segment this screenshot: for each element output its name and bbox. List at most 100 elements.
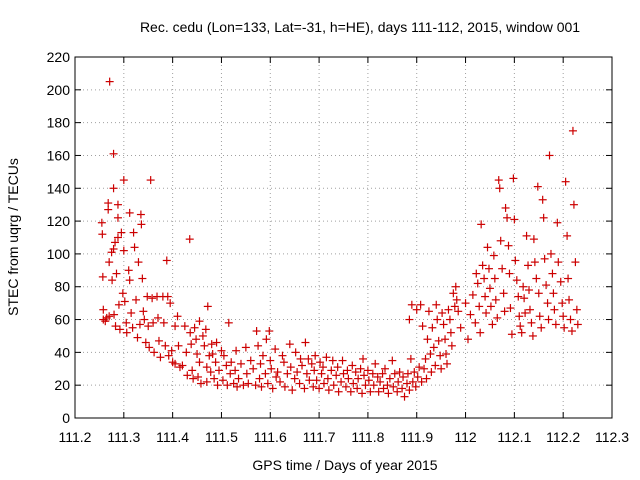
data-point: [343, 366, 352, 375]
data-point: [437, 364, 446, 373]
data-point: [138, 274, 147, 283]
data-points: [97, 77, 582, 401]
data-point: [405, 386, 414, 395]
data-point: [398, 384, 407, 393]
data-point: [134, 258, 143, 267]
data-point: [127, 308, 136, 317]
x-axis-label: GPS time / Days of year 2015: [252, 457, 437, 473]
data-point: [301, 338, 310, 347]
data-point: [276, 377, 285, 386]
data-point: [522, 231, 531, 240]
data-point: [334, 387, 343, 396]
data-point: [480, 274, 489, 283]
axis-ticks: [74, 56, 613, 419]
data-point: [224, 318, 233, 327]
data-point: [109, 244, 118, 253]
data-point: [525, 286, 534, 295]
data-point: [208, 350, 217, 359]
data-point: [426, 350, 435, 359]
data-point: [466, 310, 475, 319]
data-point: [427, 368, 436, 377]
data-point: [239, 381, 248, 390]
data-point: [489, 251, 498, 260]
data-point: [111, 238, 120, 247]
data-point: [481, 292, 490, 301]
data-point: [358, 389, 367, 398]
data-point: [534, 289, 543, 298]
data-point: [431, 361, 440, 370]
data-point: [405, 315, 414, 324]
data-point: [118, 289, 127, 298]
data-point: [231, 366, 240, 375]
data-point: [217, 346, 226, 355]
data-point: [266, 356, 275, 365]
data-point: [182, 348, 191, 357]
data-point: [171, 322, 180, 331]
data-point: [539, 213, 548, 222]
data-point: [573, 320, 582, 329]
data-point: [129, 228, 138, 237]
x-tick-label: 111.9: [400, 429, 433, 445]
data-point: [433, 315, 442, 324]
data-point: [461, 299, 470, 308]
x-tick-label: 112.2: [546, 429, 580, 445]
data-point: [255, 374, 264, 383]
data-point: [410, 368, 419, 377]
data-point: [542, 281, 551, 290]
data-point: [105, 312, 114, 321]
data-point: [124, 266, 133, 275]
data-point: [249, 364, 258, 373]
x-tick-label: 111.3: [107, 429, 140, 445]
y-tick-label: 120: [47, 213, 71, 229]
data-point: [498, 264, 507, 273]
data-point: [315, 384, 324, 393]
data-point: [300, 384, 309, 393]
data-point: [454, 307, 463, 316]
data-point: [305, 376, 314, 385]
data-point: [520, 294, 529, 303]
data-point: [159, 318, 168, 327]
data-point: [477, 220, 486, 229]
data-point: [298, 361, 307, 370]
data-point: [415, 363, 424, 372]
data-point: [329, 381, 338, 390]
y-tick-label: 160: [47, 147, 71, 163]
data-point: [234, 374, 243, 383]
data-point: [183, 371, 192, 380]
data-point: [378, 369, 387, 378]
data-point: [109, 149, 118, 158]
data-point: [279, 358, 288, 367]
data-point: [310, 366, 319, 375]
data-point: [139, 307, 148, 316]
data-point: [189, 374, 198, 383]
x-tick-label: 112.1: [497, 429, 531, 445]
data-point: [376, 377, 385, 386]
data-point: [363, 366, 372, 375]
data-point: [119, 176, 128, 185]
data-point: [120, 297, 129, 306]
data-point: [428, 323, 437, 332]
data-point: [384, 389, 393, 398]
data-point: [494, 176, 503, 185]
data-point: [504, 241, 513, 250]
data-point: [560, 323, 569, 332]
data-point: [200, 341, 209, 350]
data-point: [205, 351, 214, 360]
x-tick-label: 111.5: [205, 429, 238, 445]
data-point: [261, 369, 270, 378]
data-point: [98, 230, 107, 239]
data-point: [543, 299, 552, 308]
data-point: [187, 340, 196, 349]
data-point: [388, 356, 397, 365]
data-point: [395, 368, 404, 377]
data-point: [403, 369, 412, 378]
data-point: [193, 350, 202, 359]
data-point: [137, 220, 146, 229]
data-point: [107, 248, 116, 257]
data-point: [421, 354, 430, 363]
data-point: [164, 351, 173, 360]
data-point: [346, 387, 355, 396]
data-point: [207, 340, 216, 349]
data-point: [304, 354, 313, 363]
